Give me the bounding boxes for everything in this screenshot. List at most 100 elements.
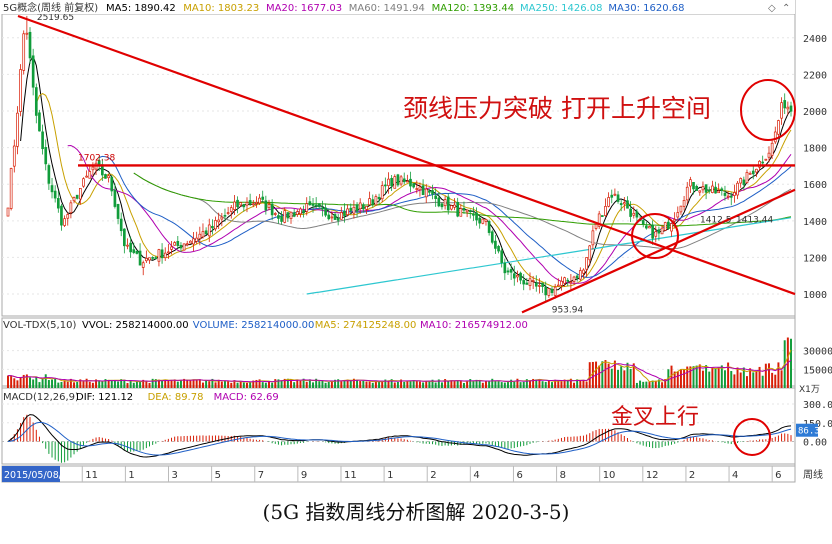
volume-bar: [54, 378, 57, 388]
month-tick-label: 3: [172, 470, 178, 481]
candle: [283, 207, 287, 224]
candle: [623, 197, 626, 211]
volume-bar: [349, 380, 352, 388]
volume-bar: [418, 381, 421, 388]
volume-bar: [497, 381, 500, 388]
candle: [780, 97, 783, 125]
month-tick-label: 2: [430, 470, 436, 481]
volume-bar: [720, 365, 723, 388]
candle: [487, 219, 491, 236]
candle: [292, 208, 296, 218]
volume-bar: [296, 379, 299, 388]
volume-bar: [117, 381, 120, 388]
period-label[interactable]: 周线: [803, 468, 823, 481]
volume-bar: [277, 379, 280, 388]
volume-bar: [44, 374, 47, 388]
volume-bar: [598, 365, 601, 388]
collapse-icon[interactable]: ⌃: [782, 3, 790, 14]
candle: [685, 181, 689, 205]
candle: [695, 184, 698, 191]
volume-bar: [736, 367, 739, 388]
month-tick-label: 2: [689, 470, 695, 481]
volume-bar: [727, 362, 730, 388]
candle: [160, 243, 164, 264]
candle: [450, 204, 453, 211]
candle: [261, 190, 265, 202]
candle: [44, 139, 48, 171]
candle: [453, 198, 456, 211]
candle: [519, 271, 522, 285]
candle: [767, 146, 771, 163]
volume-bar: [51, 379, 54, 388]
circle-breakout: [740, 79, 796, 141]
candle: [78, 188, 82, 205]
indicator-value: MA10: 1803.23: [183, 3, 259, 14]
volume-bar: [299, 380, 302, 388]
volume-bar: [164, 380, 167, 388]
volume-bar: [503, 382, 506, 388]
volume-bar: [161, 380, 164, 388]
start-date-label: 2015/05/08/五: [4, 470, 71, 481]
volume-bar: [217, 379, 220, 388]
candle: [604, 198, 607, 217]
candle: [739, 177, 743, 188]
volume-bar: [752, 372, 755, 388]
indicator-value: MA20: 1677.03: [266, 3, 342, 14]
candle: [12, 139, 16, 173]
volume-bar: [69, 378, 72, 388]
volume-bar: [252, 380, 255, 388]
candle: [440, 202, 444, 210]
candle: [189, 240, 192, 244]
candle: [148, 257, 151, 264]
candle: [75, 194, 79, 200]
volume-bar: [148, 382, 151, 388]
volume-bar: [585, 381, 588, 388]
candle: [393, 174, 397, 189]
candle: [352, 200, 356, 219]
candle: [377, 193, 381, 205]
candle: [167, 243, 170, 259]
volume-bar: [283, 378, 286, 388]
volume-bar: [246, 382, 248, 388]
volume-bar: [695, 365, 698, 388]
diamond-icon[interactable]: ◇: [768, 3, 776, 14]
volume-bar: [538, 379, 541, 388]
volume-bar: [66, 381, 69, 388]
volume-bar: [198, 379, 201, 388]
candle: [726, 191, 730, 200]
volume-bar: [280, 380, 283, 388]
candle: [324, 203, 327, 218]
candle: [522, 274, 526, 291]
volume-bar: [208, 381, 211, 388]
volume-bar: [98, 381, 101, 388]
candle: [736, 181, 739, 200]
month-tick-label: 6: [775, 470, 781, 481]
candle: [286, 212, 290, 222]
volume-bar: [481, 382, 484, 388]
volume-bar: [428, 380, 431, 388]
volume-bar: [223, 380, 226, 388]
candle: [676, 206, 680, 222]
candle: [255, 196, 258, 208]
volume-bar: [431, 379, 434, 388]
volume-bar: [491, 378, 494, 388]
candle: [764, 158, 768, 161]
volume-bar: [242, 382, 245, 388]
candle: [302, 205, 305, 218]
candle: [317, 203, 321, 208]
candle: [490, 229, 494, 245]
volume-bar: [91, 382, 94, 388]
trend-lines: [17, 14, 796, 314]
candle: [6, 207, 10, 217]
price-tick-label: 1000: [803, 290, 827, 301]
volume-bar: [532, 378, 535, 388]
volume-bar: [456, 380, 459, 388]
candle: [588, 244, 592, 266]
volume-bar: [16, 380, 19, 388]
price-tick-label: 1600: [803, 180, 827, 191]
candle: [314, 197, 318, 209]
candle: [412, 182, 415, 189]
volume-bar: [315, 378, 318, 388]
candle: [484, 218, 488, 226]
volume-bar: [717, 367, 720, 388]
